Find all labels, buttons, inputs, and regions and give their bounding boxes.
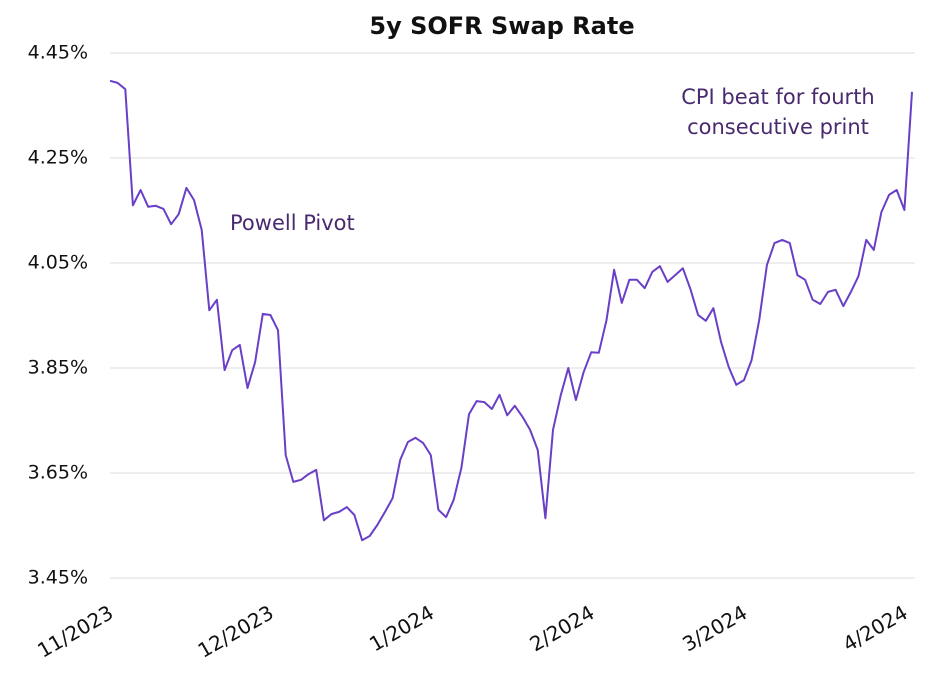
y-tick-label: 4.45%: [28, 42, 88, 64]
x-tick-label: 2/2024: [526, 600, 599, 656]
x-tick-label: 12/2023: [194, 600, 278, 662]
y-tick-label: 3.85%: [28, 357, 88, 379]
y-tick-label: 3.45%: [28, 567, 88, 589]
y-tick-label: 4.25%: [28, 147, 88, 169]
annotation: consecutive print: [687, 115, 869, 139]
x-tick-label: 3/2024: [678, 600, 751, 656]
x-tick-label: 4/2024: [839, 600, 912, 656]
y-tick-label: 3.65%: [28, 462, 88, 484]
chart-title: 5y SOFR Swap Rate: [369, 12, 634, 40]
y-tick-label: 4.05%: [28, 252, 88, 274]
x-tick-label: 11/2023: [33, 600, 117, 662]
annotation: CPI beat for fourth: [681, 85, 875, 109]
x-tick-label: 1/2024: [365, 600, 438, 656]
annotation: Powell Pivot: [230, 211, 355, 235]
rate-line: [109, 79, 913, 542]
